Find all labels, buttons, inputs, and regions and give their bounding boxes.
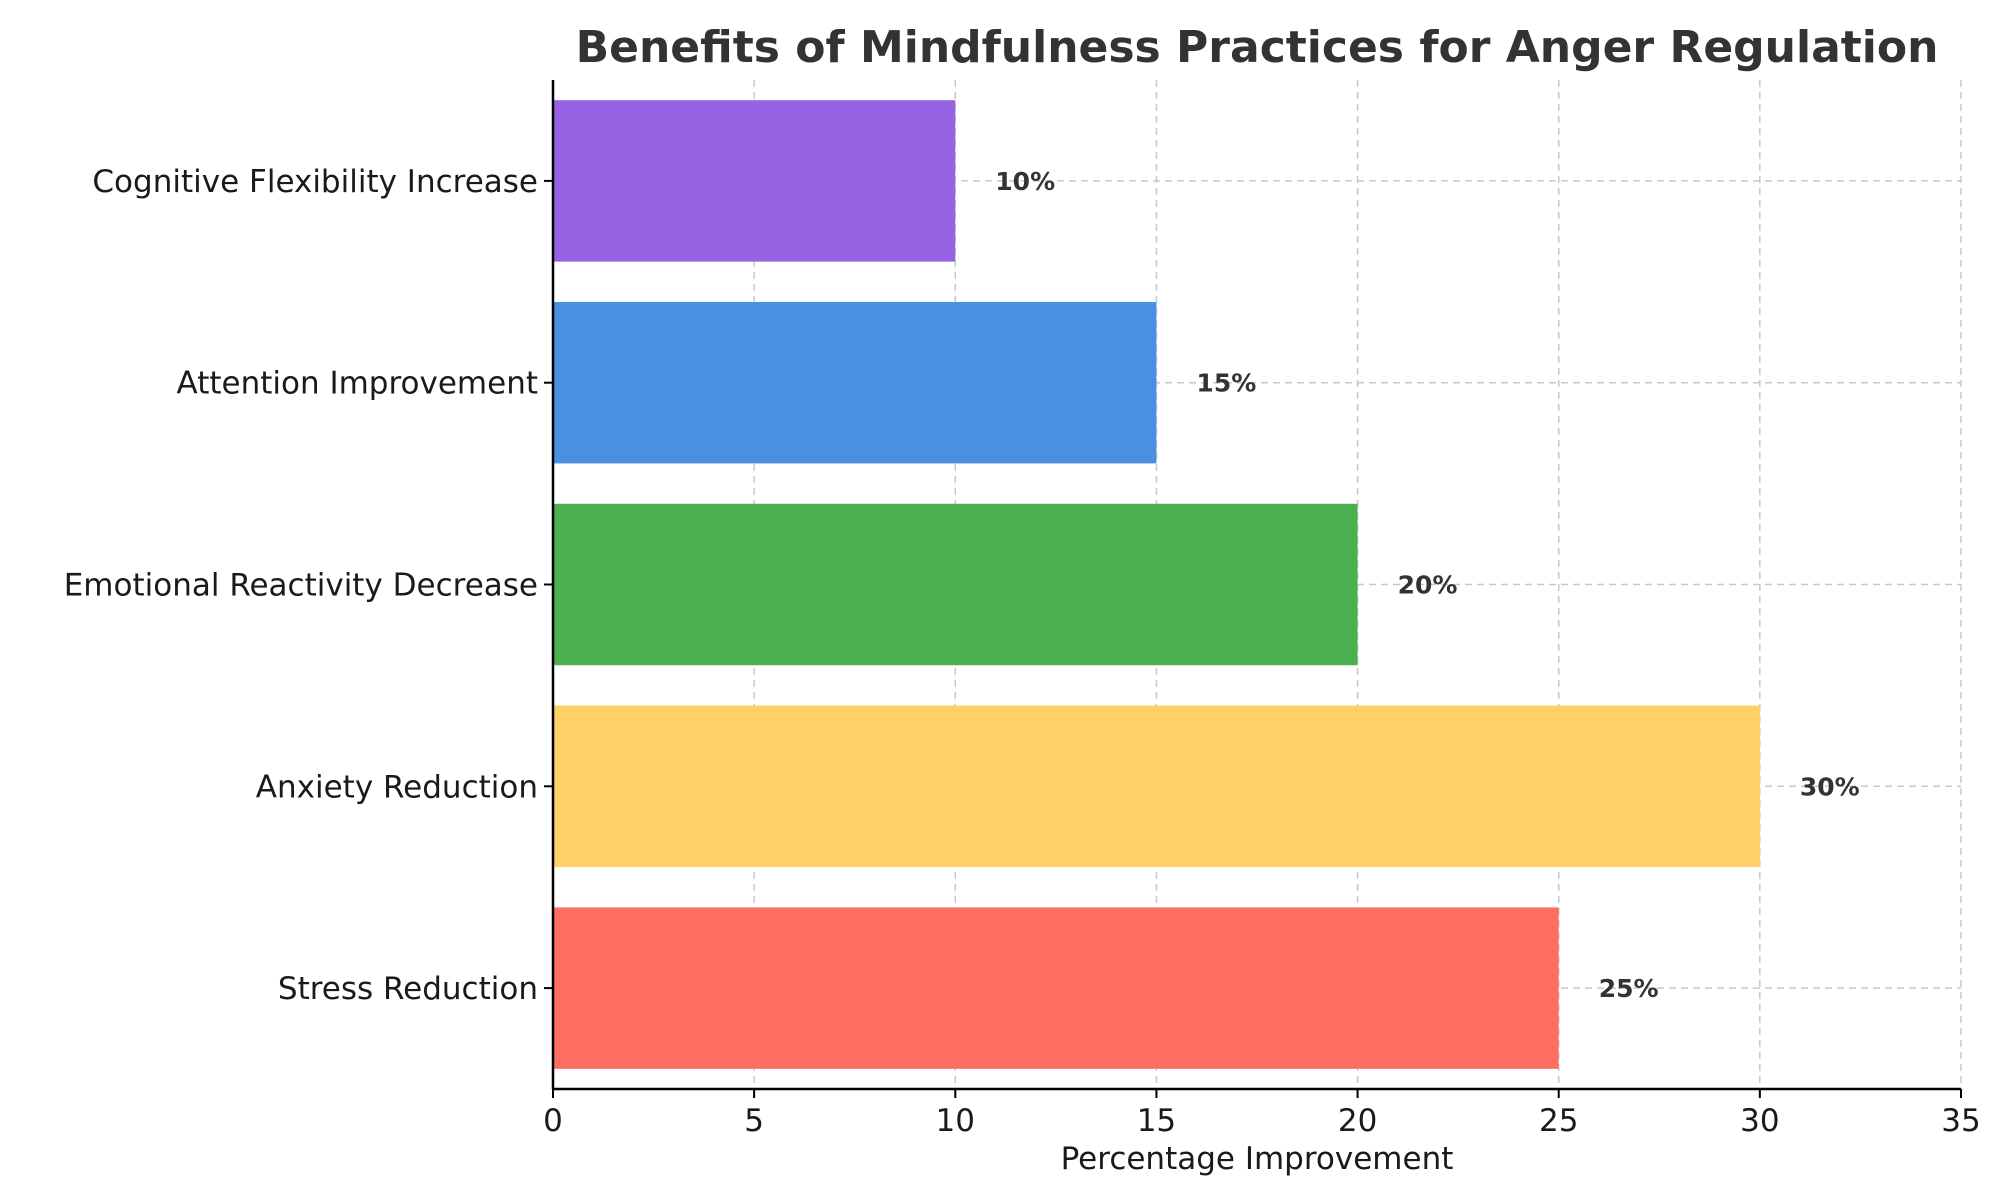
x-tick-label: 35 — [1941, 1103, 1980, 1139]
x-tick-label: 20 — [1338, 1103, 1377, 1139]
axes — [544, 80, 1962, 1098]
chart-title: Benefits of Mindfulness Practices for An… — [576, 22, 1939, 73]
x-tick-label: 15 — [1137, 1103, 1176, 1139]
x-axis-label: Percentage Improvement — [1061, 1141, 1454, 1177]
bar — [553, 705, 1760, 868]
category-label: Stress Reduction — [278, 971, 538, 1007]
x-tick-label: 10 — [936, 1103, 975, 1139]
x-tick-label: 25 — [1539, 1103, 1578, 1139]
category-label: Anxiety Reduction — [256, 769, 538, 805]
data-label: 25% — [1599, 974, 1659, 1003]
x-tick-label: 30 — [1740, 1103, 1779, 1139]
data-label: 10% — [995, 167, 1055, 196]
category-label: Emotional Reactivity Decrease — [64, 568, 538, 604]
category-label: Cognitive Flexibility Increase — [92, 164, 538, 200]
data-label: 30% — [1800, 772, 1860, 801]
bar — [553, 503, 1358, 666]
data-label: 20% — [1398, 571, 1458, 600]
x-tick-label: 5 — [744, 1103, 764, 1139]
x-tick-label: 0 — [543, 1103, 563, 1139]
data-label: 15% — [1196, 369, 1256, 398]
bars — [553, 100, 1760, 1069]
bar — [553, 301, 1157, 464]
bar — [553, 100, 956, 262]
bar — [553, 907, 1559, 1069]
labels: 0 5 10 15 20 25 30 35 Stress Reduction Anxiety Re… — [64, 164, 1981, 1139]
category-label: Attention Improvement — [177, 366, 538, 402]
